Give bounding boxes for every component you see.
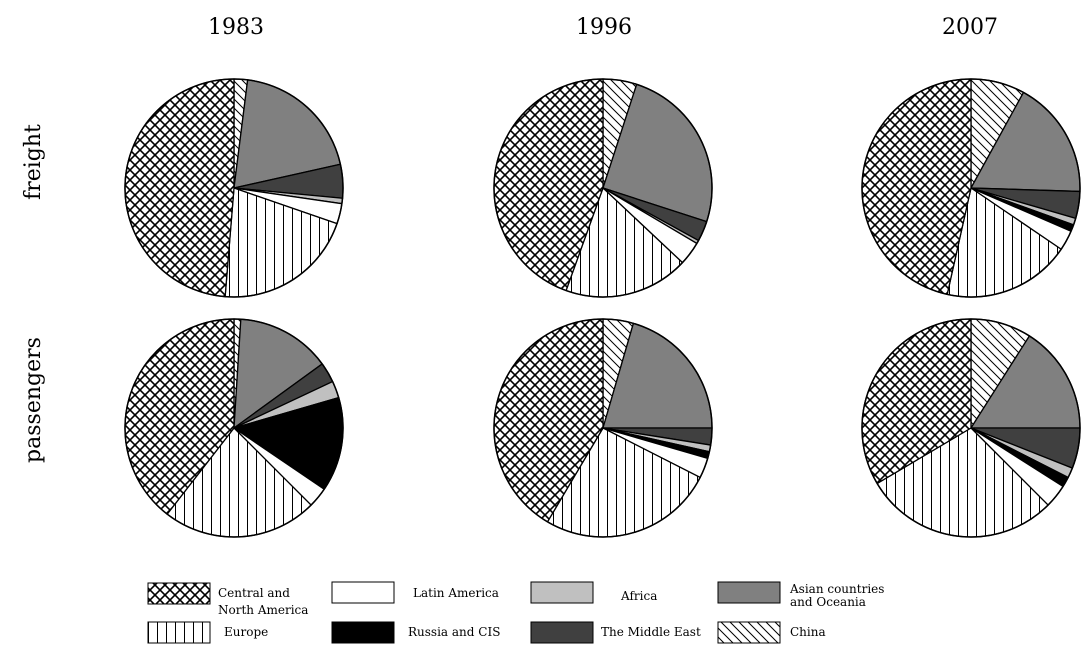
pie-outline-freight-1983 <box>124 78 344 298</box>
pie-slice-freight-1983-cna <box>124 78 235 298</box>
legend-item-africa: Africa <box>530 581 657 604</box>
legend-swatch-latam <box>331 581 395 604</box>
legend-label-china: China <box>790 625 826 639</box>
legend-label-asia-1: Asian countries <box>789 582 884 596</box>
legend-swatch-cna <box>147 582 211 605</box>
pies-group <box>124 78 1081 538</box>
legend-swatch-africa <box>530 581 594 604</box>
pie-outline-passengers-2007 <box>861 318 1081 538</box>
legend-item-asia: Asian countries and Oceania <box>717 581 884 609</box>
year-label-1996: 1996 <box>576 15 632 40</box>
legend-swatch-mideast <box>530 621 594 644</box>
year-label-1983: 1983 <box>208 15 264 40</box>
legend-swatch-europe <box>147 621 211 644</box>
pie-outline-passengers-1996 <box>493 318 713 538</box>
legend-label-asia-2: and Oceania <box>790 595 866 609</box>
pie-outline-freight-1996 <box>493 78 713 298</box>
legend-item-china: China <box>717 621 826 644</box>
pie-outline-freight-2007 <box>861 78 1081 298</box>
legend-item-russia: Russia and CIS <box>331 621 500 644</box>
legend: Central and North America Latin America … <box>147 581 884 644</box>
year-label-2007: 2007 <box>942 15 998 40</box>
legend-swatch-russia <box>331 621 395 644</box>
legend-label-cna-1: Central and <box>218 586 290 600</box>
legend-item-mideast: The Middle East <box>530 621 701 644</box>
legend-label-europe: Europe <box>224 625 268 639</box>
legend-label-latam: Latin America <box>413 586 499 600</box>
legend-swatch-china <box>717 621 781 644</box>
pie-slice-freight-2007-cna <box>861 78 972 296</box>
legend-label-africa: Africa <box>620 589 657 603</box>
pie-outline-passengers-1983 <box>124 318 344 538</box>
legend-label-mideast: The Middle East <box>601 625 701 639</box>
row-label-freight: freight <box>21 124 46 200</box>
legend-label-cna-2: North America <box>218 603 308 617</box>
legend-item-europe: Europe <box>147 621 268 644</box>
legend-item-latam: Latin America <box>331 581 499 604</box>
legend-swatch-asia <box>717 581 781 604</box>
legend-item-cna: Central and North America <box>147 582 308 617</box>
row-label-passengers: passengers <box>21 337 46 463</box>
legend-label-russia: Russia and CIS <box>408 625 500 639</box>
